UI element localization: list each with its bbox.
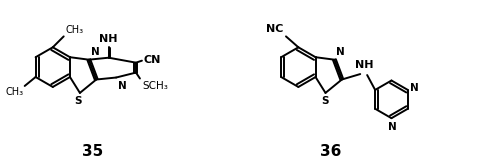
Text: 36: 36 bbox=[320, 144, 342, 159]
Text: CN: CN bbox=[144, 55, 161, 65]
Text: S: S bbox=[322, 96, 329, 106]
Text: N: N bbox=[410, 83, 419, 93]
Text: S: S bbox=[74, 96, 82, 106]
Text: N: N bbox=[91, 47, 100, 57]
Text: CH₃: CH₃ bbox=[5, 87, 23, 97]
Text: NH: NH bbox=[355, 60, 374, 70]
Text: SCH₃: SCH₃ bbox=[142, 81, 168, 91]
Text: N: N bbox=[388, 122, 397, 132]
Text: CH₃: CH₃ bbox=[65, 25, 84, 35]
Text: NC: NC bbox=[266, 24, 283, 34]
Text: 35: 35 bbox=[82, 144, 103, 159]
Text: N: N bbox=[118, 81, 126, 91]
Text: N: N bbox=[336, 47, 345, 57]
Text: NH: NH bbox=[100, 34, 118, 44]
